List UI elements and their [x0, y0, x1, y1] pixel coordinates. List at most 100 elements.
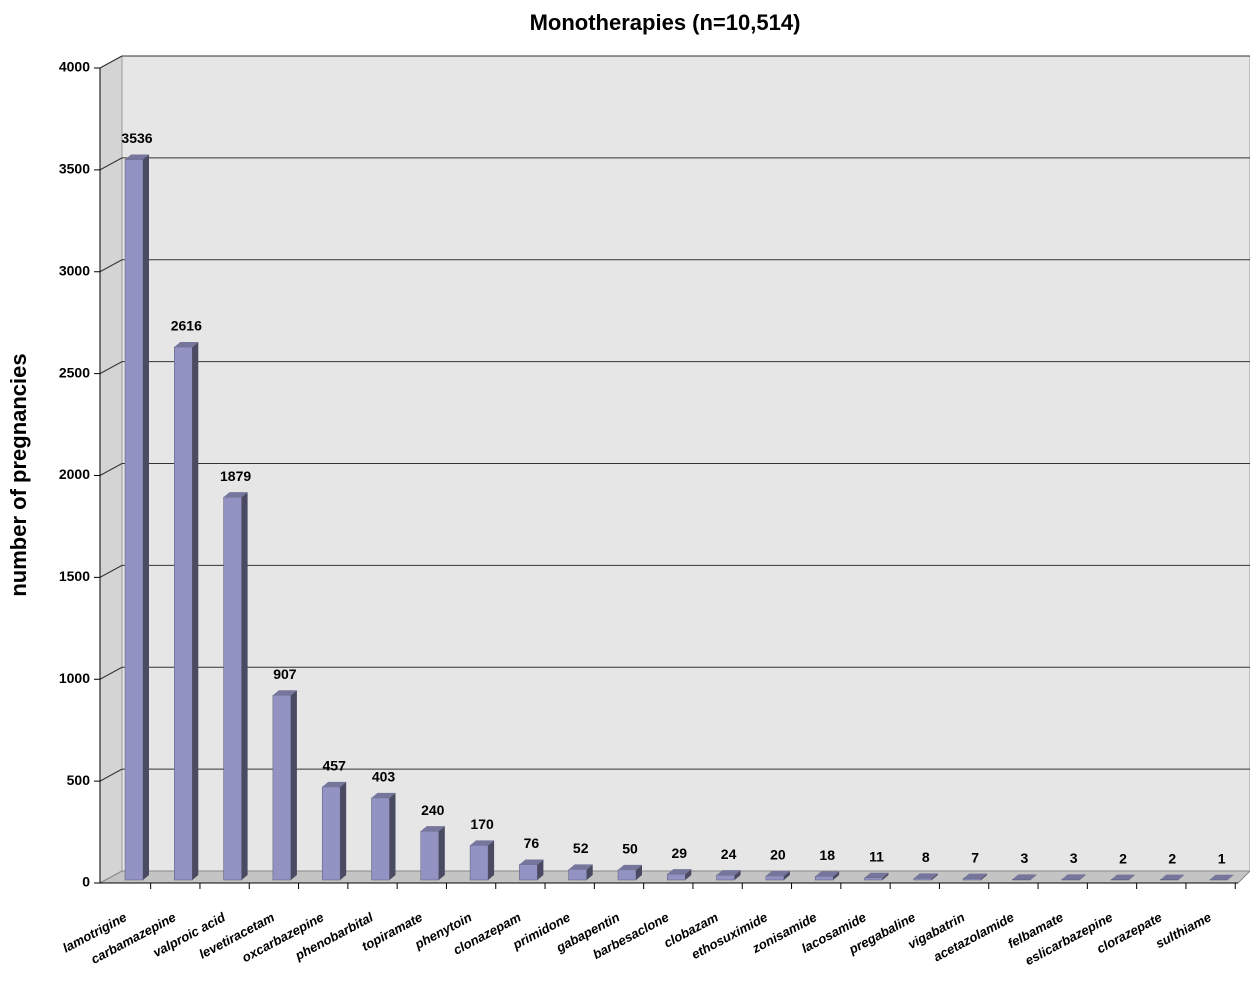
bar	[174, 341, 199, 881]
bar-front	[223, 496, 242, 881]
bar-top	[420, 826, 445, 832]
bar-top	[716, 870, 741, 876]
bar-top	[618, 864, 642, 870]
bar	[716, 870, 741, 881]
bar-side	[1178, 874, 1185, 880]
grid-line	[99, 463, 123, 476]
bar	[1110, 874, 1135, 881]
bar	[1061, 874, 1086, 881]
value-label: 3	[1070, 850, 1078, 866]
value-label: 240	[421, 802, 445, 818]
chart-title: Monotherapies (n=10,514)	[530, 10, 801, 35]
bar-front	[716, 874, 735, 881]
value-label: 29	[672, 845, 688, 861]
bar-front	[667, 873, 686, 881]
bar	[864, 872, 889, 881]
bar-front	[913, 878, 933, 881]
value-label: 170	[470, 816, 494, 832]
bar	[765, 870, 790, 881]
value-label: 3	[1021, 850, 1029, 866]
bar-top	[1160, 874, 1185, 880]
value-label: 50	[622, 841, 638, 857]
bar-front	[617, 869, 637, 881]
bar-front	[371, 797, 390, 881]
bar-side	[389, 792, 396, 880]
bar-side	[1079, 874, 1086, 880]
y-tick-label: 0	[82, 874, 90, 890]
value-label: 907	[273, 666, 297, 682]
bar-side	[241, 492, 248, 880]
bar-side	[586, 864, 593, 880]
value-label: 11	[869, 848, 884, 864]
grid-line	[99, 157, 123, 171]
bar-top	[371, 792, 396, 798]
bar	[124, 154, 149, 881]
bar-front	[1061, 879, 1080, 881]
value-label: 8	[922, 849, 930, 865]
y-tick-label: 1000	[59, 670, 90, 686]
bar-top	[272, 690, 297, 696]
bar-side	[833, 871, 840, 880]
bar	[814, 871, 840, 881]
value-label: 2	[1119, 850, 1127, 866]
y-tick-label: 3500	[59, 161, 90, 177]
bar-front	[272, 694, 292, 881]
bar-side	[1030, 874, 1037, 880]
bar	[913, 873, 938, 881]
bar-side	[340, 781, 347, 880]
grid-line	[99, 564, 123, 578]
bar-top	[1111, 874, 1135, 880]
bar-side	[488, 840, 495, 880]
bar-side	[290, 690, 297, 880]
bar-front	[962, 878, 982, 881]
bar-front	[814, 876, 834, 881]
y-tick-label: 1500	[59, 568, 90, 584]
bar-top	[765, 870, 790, 876]
bar-side	[783, 870, 790, 880]
bar-side	[438, 826, 445, 880]
bar-side	[1129, 874, 1135, 880]
bar-side	[734, 870, 741, 880]
grid-line	[99, 768, 123, 782]
value-label: 403	[372, 769, 396, 785]
value-label: 2	[1168, 850, 1176, 866]
bar-front	[469, 845, 489, 881]
bar-side	[931, 873, 938, 880]
grid-line	[99, 361, 123, 375]
bar	[321, 781, 347, 881]
bar-top	[1209, 874, 1234, 880]
bar-top	[174, 341, 199, 347]
bar-front	[420, 830, 440, 881]
bar-top	[864, 872, 889, 878]
bar-side	[636, 864, 642, 880]
bar-side	[685, 869, 692, 880]
grid-line	[99, 55, 123, 69]
bar	[962, 873, 988, 881]
y-axis-label: number of pregnancies	[6, 353, 31, 596]
value-label: 24	[721, 846, 737, 862]
bar	[617, 864, 642, 881]
y-tick-label: 2000	[59, 466, 90, 482]
grid-line	[99, 666, 123, 680]
bar-top	[913, 873, 938, 879]
value-label: 76	[524, 835, 540, 851]
bar-side	[143, 154, 149, 881]
bar-side	[882, 872, 889, 880]
bar	[1209, 874, 1234, 881]
bar-front	[765, 875, 785, 881]
y-tick-label: 2500	[59, 364, 90, 380]
value-label: 1879	[220, 468, 251, 484]
bar-top	[667, 869, 692, 875]
bar-side	[981, 873, 988, 880]
bar-front	[124, 159, 144, 881]
bar-side	[1227, 874, 1234, 880]
bar-top	[125, 154, 149, 160]
bar-front	[321, 786, 341, 881]
bar	[223, 492, 248, 881]
value-label: 2616	[171, 318, 202, 334]
y-tick-label: 3000	[59, 262, 90, 278]
bar-top	[1061, 874, 1086, 880]
bar-top	[815, 871, 840, 877]
bar	[568, 864, 593, 881]
